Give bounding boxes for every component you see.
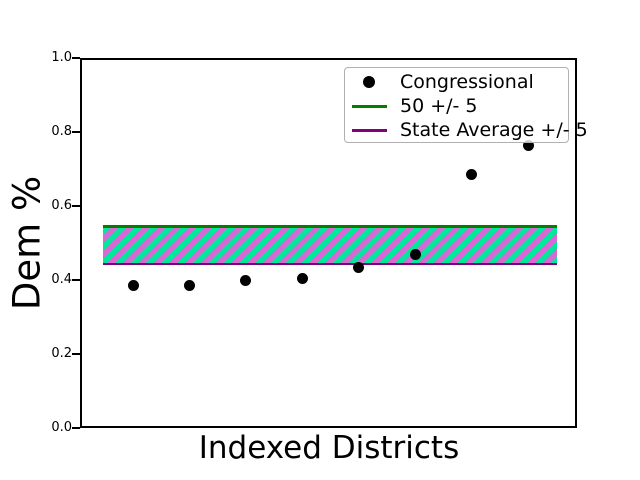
data-point <box>522 139 534 151</box>
y-tick-mark <box>72 57 80 59</box>
y-axis-label: Dem % <box>5 175 49 311</box>
y-tick-label: 1.0 <box>51 50 72 65</box>
data-point <box>353 261 365 273</box>
tolerance-band <box>103 225 557 265</box>
plot-area: Congressional 50 +/- 5 State Average +/-… <box>80 58 588 428</box>
data-point <box>127 280 139 292</box>
scatter-marker-icon <box>363 76 375 88</box>
x-axis-label: Indexed Districts <box>198 430 460 466</box>
data-point <box>409 248 421 260</box>
data-point <box>183 280 195 292</box>
legend-item-50-band: 50 +/- 5 <box>345 94 568 118</box>
y-tick-label: 0.4 <box>51 272 72 287</box>
y-tick-mark <box>72 353 80 355</box>
legend-label: 50 +/- 5 <box>400 95 478 117</box>
green-line-icon <box>351 104 387 108</box>
y-tick-mark <box>72 427 80 429</box>
y-tick-label: 0.8 <box>51 124 72 139</box>
legend-item-congressional: Congressional <box>345 70 568 94</box>
legend-label: State Average +/- 5 <box>400 119 588 141</box>
y-tick-mark <box>72 131 80 133</box>
y-tick-mark <box>72 279 80 281</box>
y-tick-label: 0.6 <box>51 198 72 213</box>
legend-item-state-average: State Average +/- 5 <box>345 118 588 142</box>
legend: Congressional 50 +/- 5 State Average +/-… <box>344 67 588 143</box>
y-tick-mark <box>72 205 80 207</box>
y-tick-label: 0.0 <box>51 420 72 435</box>
purple-line-icon <box>351 128 387 132</box>
y-tick-label: 0.2 <box>51 346 72 361</box>
data-point <box>240 274 252 286</box>
legend-label: Congressional <box>400 71 534 93</box>
data-point <box>296 272 308 284</box>
data-point <box>466 169 478 181</box>
